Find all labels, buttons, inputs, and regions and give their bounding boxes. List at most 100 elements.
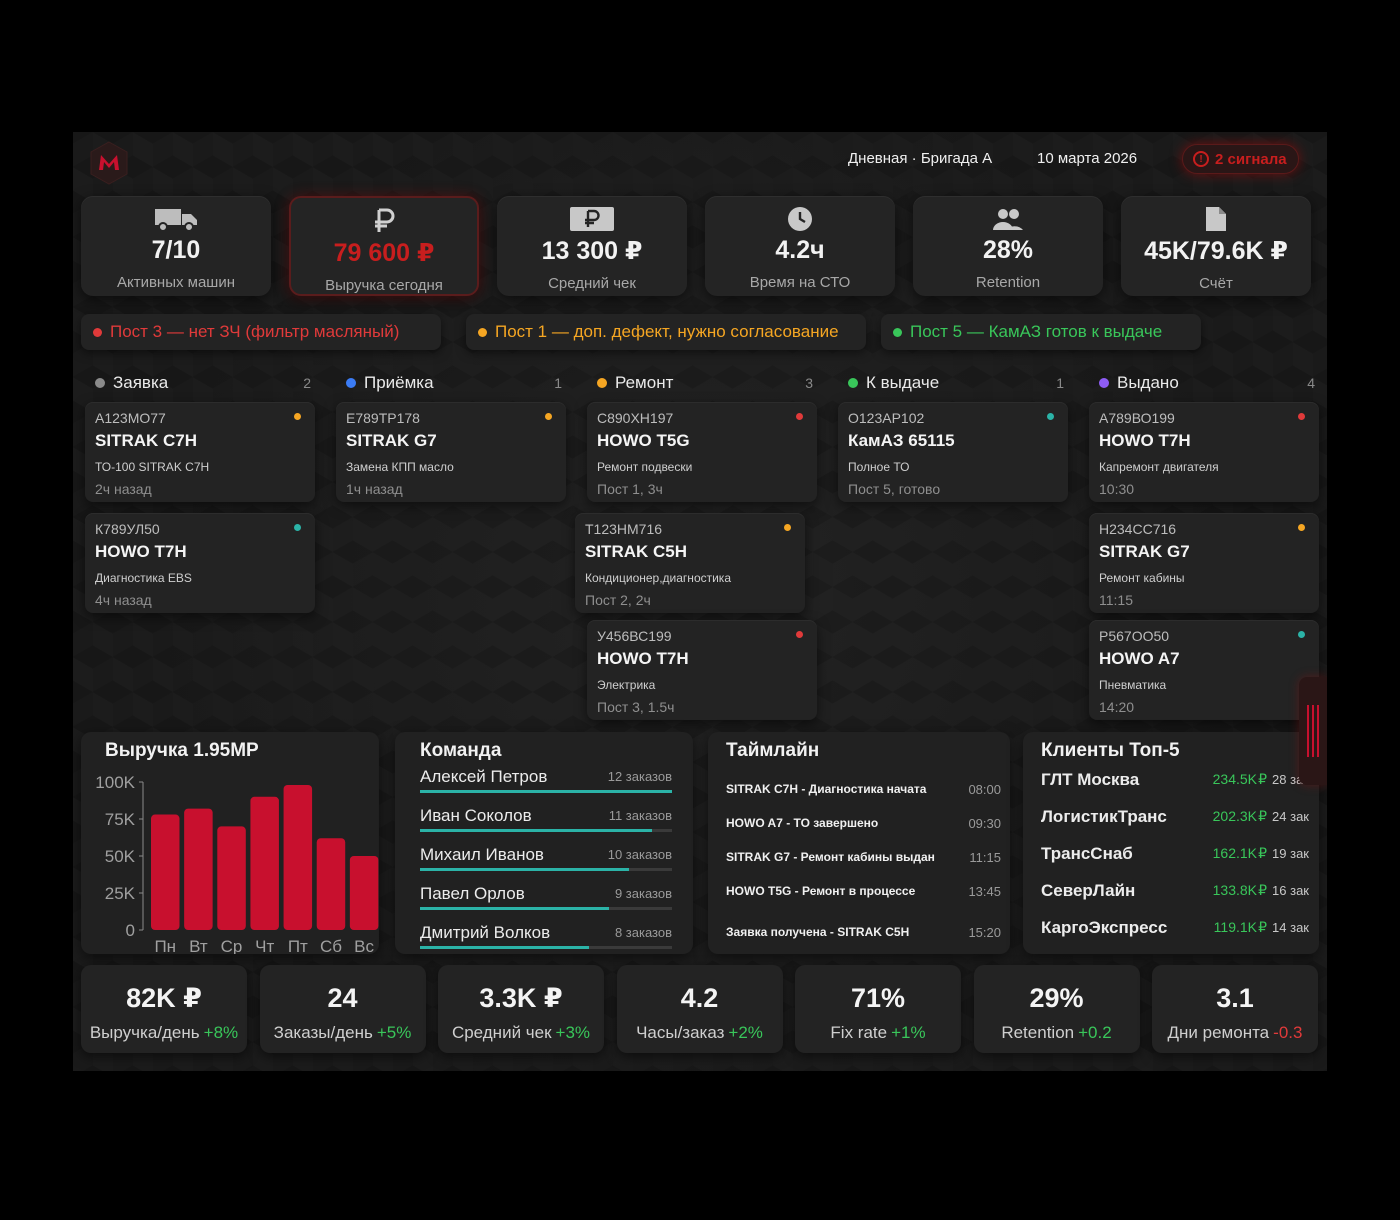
column-status-dot <box>346 378 356 388</box>
card-time: 2ч назад <box>95 481 152 497</box>
kanban-card[interactable]: Т123НМ716 SITRAK C5H Кондиционер,диагности… <box>575 513 805 613</box>
client-sum: 202.3K <box>1212 808 1257 824</box>
bar-Вт <box>184 808 213 930</box>
column-status-dot <box>95 378 105 388</box>
summary-kpi-label-row: Заказы/день +5% <box>260 1023 426 1043</box>
kanban-card[interactable]: Н234СС716 SITRAK G7 Ремонт кабины 11:15 <box>1089 513 1319 613</box>
card-status-dot <box>1298 413 1305 420</box>
summary-kpi-card[interactable]: 24 Заказы/день +5% <box>259 965 426 1053</box>
summary-kpi-label: Дни ремонта <box>1167 1023 1270 1042</box>
column-title: Ремонт <box>615 373 674 392</box>
summary-kpi-card[interactable]: 4.2 Часы/заказ +2% <box>616 965 783 1053</box>
timeline-event[interactable]: Заявка получена - SITRAK C5H 15:20 <box>726 925 1001 940</box>
client-row[interactable]: ТрансСнаб 162.1K ₽19 зак <box>1041 844 1309 868</box>
currency-label: ₽ <box>1258 882 1267 898</box>
side-tab-stripes <box>1307 705 1319 757</box>
team-member-row[interactable]: Дмитрий Волков 8 заказов <box>420 923 672 955</box>
card-model: HOWO T5G <box>597 431 690 450</box>
bar-Чт <box>250 796 279 930</box>
kpi-card[interactable]: 4.2ч Время на СТО <box>705 196 895 296</box>
alert-text: Пост 3 — нет ЗЧ (фильтр масляный) <box>110 322 400 341</box>
kpi-value: 13 300 ₽ <box>541 237 643 265</box>
summary-kpi-delta: +8% <box>203 1023 239 1042</box>
card-status-dot <box>796 631 803 638</box>
kanban-card[interactable]: С890ХН197 HOWO T5G Ремонт подвески Пост 1, … <box>587 402 817 502</box>
summary-kpi-card[interactable]: 3.3K ₽ Средний чек +3% <box>438 965 604 1053</box>
alert-banner[interactable]: Пост 1 — доп. дефект, нужно согласование <box>466 314 866 350</box>
summary-kpi-label-row: Дни ремонта -0.3 <box>1152 1023 1318 1043</box>
client-row[interactable]: СеверЛайн 133.8K ₽16 зак <box>1041 881 1309 905</box>
currency-label: ₽ <box>1258 919 1267 935</box>
kanban-card[interactable]: Е789ТР178 SITRAK G7 Замена КПП масло 1ч наз… <box>336 402 566 502</box>
client-row[interactable]: ЛогистикТранс 202.3K ₽24 зак <box>1041 807 1309 831</box>
kanban-card[interactable]: А123МО77 SITRAK C7H ТО-100 SITRAK C7H 2ч на… <box>85 402 315 502</box>
summary-kpi-label: Выручка/день <box>89 1023 200 1042</box>
kpi-value: 79 600 ₽ <box>333 239 435 267</box>
kanban-column-header: Приёмка 1 <box>346 371 568 395</box>
alerts-button[interactable]: ! 2 сигнала <box>1182 144 1299 174</box>
member-orders: 10 заказов <box>607 847 672 862</box>
summary-kpi-card[interactable]: 3.1 Дни ремонта -0.3 <box>1152 965 1318 1053</box>
summary-kpi-card[interactable]: 29% Retention +0.2 <box>973 965 1140 1053</box>
kanban-card[interactable]: А789ВО199 HOWO T7H Капремонт двигателя 10:3… <box>1089 402 1319 502</box>
kpi-card[interactable]: 13 300 ₽ Средний чек <box>497 196 687 296</box>
client-sum: 119.1K <box>1213 919 1257 935</box>
summary-kpi-value: 3.1 <box>1216 983 1254 1013</box>
kanban-card[interactable]: К789УЛ50 HOWO T7H Диагностика EBS 4ч назад <box>85 513 315 613</box>
alert-dot <box>93 327 102 337</box>
client-orders: 14 зак <box>1272 920 1309 935</box>
kpi-card[interactable]: 28% Retention <box>913 196 1103 296</box>
card-time: Пост 1, 3ч <box>597 481 663 497</box>
client-row[interactable]: ГЛТ Москва 234.5K ₽28 зак <box>1041 770 1309 794</box>
card-plate: А123МО77 <box>95 410 166 426</box>
member-name: Павел Орлов <box>420 884 525 903</box>
m-logo-icon[interactable] <box>87 140 131 186</box>
team-member-row[interactable]: Михаил Иванов 10 заказов <box>420 845 672 877</box>
summary-kpi-card[interactable]: 71% Fix rate +1% <box>795 965 961 1053</box>
summary-kpi-delta: +5% <box>376 1023 412 1042</box>
member-name: Михаил Иванов <box>420 845 544 864</box>
client-row[interactable]: КаргоЭкспресс 119.1K ₽14 зак <box>1041 918 1309 942</box>
timeline-event[interactable]: HOWO T5G - Ремонт в процессе 13:45 <box>726 884 1001 899</box>
y-tick-label: 50K <box>105 847 136 866</box>
ruble-banknote-icon <box>497 204 687 234</box>
event-text: HOWO T5G - Ремонт в процессе <box>726 884 916 898</box>
kpi-label: Счёт <box>1199 275 1233 292</box>
kpi-label: Retention <box>975 274 1041 291</box>
team-member-row[interactable]: Алексей Петров 12 заказов <box>420 767 672 799</box>
team-member-row[interactable]: Павел Орлов 9 заказов <box>420 884 672 916</box>
card-time: Пост 2, 2ч <box>585 592 651 608</box>
kanban-column-header: К выдаче 1 <box>848 371 1070 395</box>
kanban-card[interactable]: У456ВС199 HOWO T7H Электрика Пост 3, 1.5ч <box>587 620 817 720</box>
y-tick-label: 25K <box>105 884 136 903</box>
timeline-event[interactable]: SITRAK G7 - Ремонт кабины выдан 11:15 <box>726 850 1001 865</box>
kanban-card[interactable]: Р567ОО50 HOWO A7 Пневматика 14:20 <box>1089 620 1319 720</box>
client-orders: 24 зак <box>1272 809 1309 824</box>
kanban-card[interactable]: О123АР102 КамАЗ 65115 Полное ТО Пост 5, гот… <box>838 402 1068 502</box>
timeline-event[interactable]: SITRAK C7H - Диагностика начата 08:00 <box>726 782 1001 797</box>
alert-banner[interactable]: Пост 5 — КамАЗ готов к выдаче <box>881 314 1201 350</box>
alert-banner[interactable]: Пост 3 — нет ЗЧ (фильтр масляный) <box>81 314 441 350</box>
summary-kpi-value: 71% <box>850 983 906 1013</box>
kpi-card[interactable]: 79 600 ₽ Выручка сегодня <box>289 196 479 296</box>
bar-Вс <box>349 856 379 930</box>
kpi-card[interactable]: 7/10 Активных машин <box>81 196 271 296</box>
summary-kpi-card[interactable]: 82K ₽ Выручка/день +8% <box>81 965 247 1053</box>
currency-label: ₽ <box>1258 771 1267 787</box>
summary-kpi-label-row: Retention +0.2 <box>974 1023 1140 1043</box>
summary-kpi-label: Часы/заказ <box>636 1023 725 1042</box>
side-panel-toggle[interactable] <box>1299 677 1327 785</box>
kpi-card[interactable]: 45K/79.6K ₽ Счёт <box>1121 196 1311 296</box>
card-status-dot <box>784 524 791 531</box>
member-name: Алексей Петров <box>420 767 548 786</box>
alert-text: Пост 5 — КамАЗ готов к выдаче <box>910 322 1163 341</box>
bar-Ср <box>217 826 246 930</box>
team-member-row[interactable]: Иван Соколов 11 заказов <box>420 806 672 838</box>
column-title: Заявка <box>113 373 169 392</box>
alert-dot <box>893 327 902 337</box>
y-tick-label: 75K <box>105 810 136 829</box>
card-model: HOWO T7H <box>597 649 689 668</box>
shift-label: Дневная · Бригада А <box>848 150 993 167</box>
timeline-event[interactable]: HOWO A7 - ТО завершено 09:30 <box>726 816 1001 831</box>
card-plate: У456ВС199 <box>597 628 672 644</box>
